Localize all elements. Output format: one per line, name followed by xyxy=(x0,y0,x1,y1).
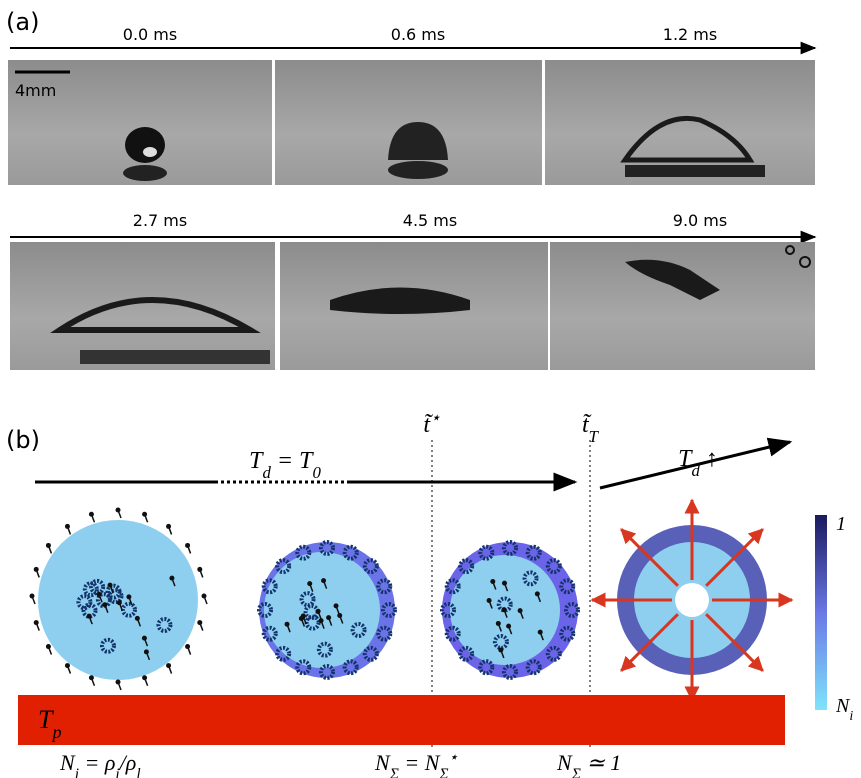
drop xyxy=(125,127,165,163)
time-label: 2.7 ms xyxy=(133,211,187,230)
time-label: 0.6 ms xyxy=(391,25,445,44)
hot-plate xyxy=(18,695,785,745)
droplet xyxy=(264,552,380,668)
math-label: Ni xyxy=(835,695,853,724)
math-part: = ρ xyxy=(79,750,115,775)
math-label: Ni = ρi/ρl xyxy=(59,750,141,778)
math-label: 1 xyxy=(836,513,846,535)
math-part: Σ xyxy=(571,766,581,778)
time-label: 9.0 ms xyxy=(673,211,727,230)
math-label: Td ↑ xyxy=(678,446,718,480)
droplet xyxy=(38,520,198,680)
math-part: N xyxy=(59,750,76,775)
colorbar xyxy=(815,515,827,710)
math-part: N xyxy=(374,750,391,775)
math-part: N xyxy=(556,750,573,775)
math-part: ≃ 1 xyxy=(581,750,621,775)
math-part: i xyxy=(849,709,853,724)
drop-highlight xyxy=(143,147,157,157)
time-label: 1.2 ms xyxy=(663,25,717,44)
math-part: Σ xyxy=(389,766,399,778)
math-part: = N xyxy=(399,750,441,775)
math-label: NΣ ≃ 1 xyxy=(556,750,621,778)
math-part: 0 xyxy=(312,463,321,482)
hole xyxy=(675,583,709,617)
math-part: T xyxy=(589,427,600,446)
figure: (a) 4mm 0.0 ms 0.6 ms 1.2 ms 2.7 ms 4.5 … xyxy=(0,0,861,778)
time-label: 4.5 ms xyxy=(403,211,457,230)
time-label: 0.0 ms xyxy=(123,25,177,44)
math-label: t̃⋆ xyxy=(423,408,441,439)
math-label: t̃T xyxy=(582,412,600,446)
panel-label: (b) xyxy=(6,426,40,454)
math-part: = T xyxy=(271,448,314,474)
math-part: ↑ xyxy=(700,446,718,472)
math-part: Σ xyxy=(438,766,448,778)
drop-reflection xyxy=(388,161,448,179)
math-label: Td = T0 xyxy=(249,448,321,482)
math-label: NΣ = NΣ⋆ xyxy=(374,749,459,778)
math-part: ⋆ xyxy=(449,749,459,766)
math-part: 1 xyxy=(836,513,846,535)
scale-label: 4mm xyxy=(15,81,56,100)
math-part: p xyxy=(50,722,61,742)
panel-label: (a) xyxy=(6,8,39,36)
math-part: /ρ xyxy=(118,750,137,775)
math-part: ⋆ xyxy=(430,408,441,427)
math-part: l xyxy=(136,766,140,778)
drop-reflection xyxy=(625,165,765,177)
photo xyxy=(550,242,815,370)
drop-reflection xyxy=(80,350,270,364)
drop-reflection xyxy=(123,165,167,181)
